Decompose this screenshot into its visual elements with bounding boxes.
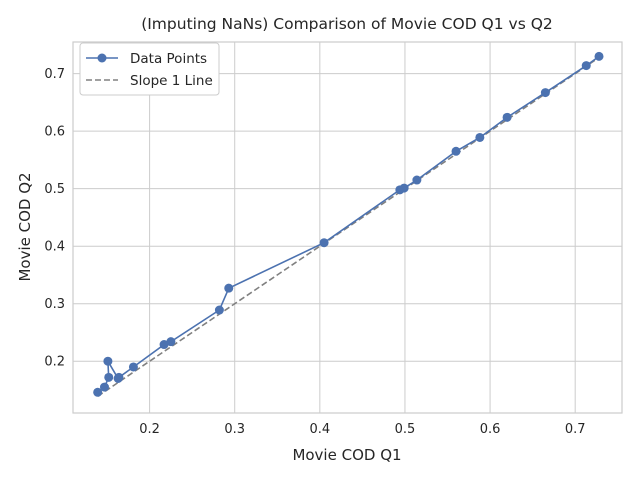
y-axis-label: Movie COD Q2 (16, 172, 34, 281)
plot-frame (72, 41, 623, 414)
data-point (451, 146, 461, 156)
data-point (319, 238, 329, 248)
data-point (594, 51, 604, 61)
legend-slope-label: Slope 1 Line (130, 73, 213, 89)
chart-title: (Imputing NaNs) Comparison of Movie COD … (141, 15, 553, 33)
legend: Data Points Slope 1 Line (79, 42, 220, 96)
x-tick-label: 0.2 (139, 422, 160, 437)
legend-data-points-label: Data Points (130, 51, 207, 67)
legend-data-points-marker (97, 53, 107, 63)
data-point (412, 175, 422, 185)
data-point (166, 337, 176, 347)
data-point (114, 372, 124, 382)
data-point (581, 61, 591, 71)
legend-box (79, 42, 220, 96)
y-tick-label: 0.7 (44, 67, 65, 82)
slope-1-line-path (97, 56, 600, 397)
data-point (104, 372, 114, 382)
data-point (93, 387, 103, 397)
x-tick-label: 0.6 (480, 422, 501, 437)
data-point (475, 132, 485, 142)
y-tick-label: 0.5 (44, 182, 65, 197)
grid (73, 42, 622, 413)
data-point (224, 283, 234, 293)
data-point (399, 183, 409, 193)
data-point (128, 362, 138, 372)
x-tick-label: 0.5 (395, 422, 416, 437)
y-tick-label: 0.6 (44, 125, 65, 140)
y-tick-label: 0.3 (44, 297, 65, 312)
data-points-series (93, 51, 604, 397)
x-tick-label: 0.3 (224, 422, 245, 437)
data-point (159, 340, 169, 350)
slope-1-line (97, 56, 600, 397)
data-point (540, 88, 550, 98)
tick-labels: 0.2 0.3 0.4 0.5 0.6 0.7 0.2 0.3 0.4 0.5 0.6 0.7 (44, 67, 585, 437)
y-tick-label: 0.2 (44, 355, 65, 370)
x-axis-label: Movie COD Q1 (292, 446, 401, 464)
y-tick-label: 0.4 (44, 240, 65, 255)
data-point (214, 305, 224, 315)
x-tick-label: 0.7 (565, 422, 586, 437)
axes-frame (72, 41, 623, 414)
x-tick-label: 0.4 (309, 422, 330, 437)
data-point (502, 112, 512, 122)
data-point (99, 382, 109, 392)
data-point (103, 356, 113, 366)
